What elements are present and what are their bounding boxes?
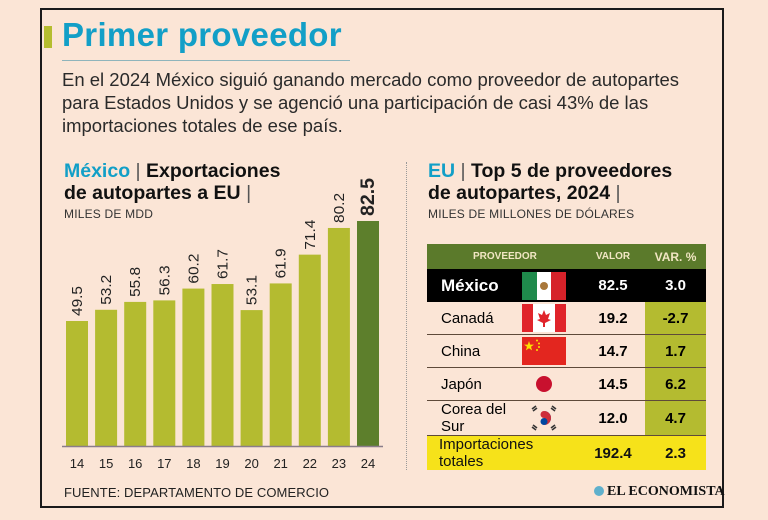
title-underline [62, 60, 350, 61]
bar-value-label: 53.2 [98, 275, 115, 305]
chart-subtitle: MILES DE MDD [64, 207, 154, 221]
south-korea-flag-icon [522, 404, 566, 432]
total-label: Importaciones totales [427, 435, 581, 470]
brand-logo: EL ECONOMISTA [594, 484, 725, 500]
x-tick-label: 16 [128, 456, 142, 471]
provider-value: 82.5 [581, 269, 645, 302]
total-value: 192.4 [581, 435, 645, 470]
bar-19 [211, 284, 234, 446]
bar-value-label: 56.3 [156, 265, 173, 295]
table-subtitle: MILES DE MILLONES DE DÓLARES [428, 207, 635, 221]
section-divider [406, 162, 407, 470]
table-row: México 82.5 3.0 [427, 269, 706, 302]
x-tick-label: 17 [157, 456, 171, 471]
canada-flag-icon [522, 304, 566, 332]
chart-title-highlight: México [64, 160, 131, 182]
title-separator: | [135, 160, 141, 182]
title-accent-bar [44, 26, 52, 48]
china-flag-icon [522, 337, 566, 365]
header-provider: PROVEEDOR [427, 244, 581, 269]
chart-title-line2: de autopartes a EU [64, 182, 241, 204]
table-title-highlight: EU [428, 160, 456, 182]
bar-18 [182, 288, 205, 446]
table-header-row: PROVEEDOR VALOR VAR. % [427, 244, 706, 269]
bar-value-label: 61.7 [215, 249, 232, 279]
table-title-line1: Top 5 de proveedores [471, 160, 673, 182]
bar-value-label: 49.5 [69, 286, 86, 316]
provider-name: México [427, 269, 507, 302]
x-tick-label: 21 [273, 456, 287, 471]
title-separator: | [460, 160, 466, 182]
source-note: FUENTE: DEPARTAMENTO DE COMERCIO [64, 485, 330, 500]
provider-value: 12.0 [581, 400, 645, 436]
japan-flag-icon [522, 370, 566, 398]
table-title-line2: de autopartes, 2024 [428, 182, 611, 204]
bar-value-label: 60.2 [185, 254, 202, 284]
header-value: VALOR [581, 244, 645, 269]
x-tick-label: 23 [332, 456, 346, 471]
bar-value-label: 71.4 [302, 220, 319, 250]
intro-paragraph: En el 2024 México siguió ganando mercado… [62, 69, 680, 136]
x-tick-label: 18 [186, 456, 200, 471]
bar-23 [327, 227, 350, 446]
provider-var: 6.2 [645, 367, 706, 401]
provider-name: Canadá [427, 302, 507, 335]
chart-title-line1: Exportaciones [146, 160, 281, 182]
header-var: VAR. % [645, 244, 706, 269]
table-row: China 14.7 1.7 [427, 334, 706, 368]
brand-name: EL ECONOMISTA [607, 484, 725, 499]
provider-var: 4.7 [645, 400, 706, 436]
bar-value-label: 61.9 [273, 248, 290, 278]
bar-value-label: 55.8 [127, 267, 144, 297]
provider-value: 14.5 [581, 367, 645, 401]
bar-15 [95, 309, 118, 446]
provider-name: China [427, 334, 507, 368]
bar-21 [269, 283, 292, 446]
bar-14 [66, 321, 88, 446]
mexico-flag-icon [522, 271, 566, 300]
provider-value: 19.2 [581, 302, 645, 335]
title-separator: | [615, 182, 621, 204]
x-tick-label: 20 [244, 456, 258, 471]
brand-globe-icon [594, 486, 604, 496]
provider-name: Japón [427, 367, 507, 401]
chart-title: México | Exportaciones de autopartes a E… [64, 160, 280, 204]
bar-16 [124, 301, 147, 446]
bar-17 [153, 300, 176, 446]
provider-name: Corea del Sur [427, 400, 507, 436]
total-var: 2.3 [645, 435, 706, 470]
suppliers-table: PROVEEDOR VALOR VAR. % México 82.5 3.0 Cana… [427, 244, 706, 470]
table-row: Canadá 19.2 -2.7 [427, 302, 706, 335]
bar-value-label: 82.5 [358, 178, 379, 216]
x-tick-label: 14 [70, 456, 84, 471]
bar-24 [357, 221, 379, 446]
title-separator: | [246, 182, 252, 204]
provider-var: -2.7 [645, 302, 706, 335]
table-total-row: Importaciones totales 192.4 2.3 [427, 435, 706, 470]
provider-value: 14.7 [581, 334, 645, 368]
table-title: EU | Top 5 de proveedores de autopartes,… [428, 160, 672, 204]
bar-value-label: 53.1 [244, 275, 261, 305]
x-tick-label: 15 [99, 456, 113, 471]
bar-value-label: 80.2 [331, 193, 348, 223]
x-tick-label: 19 [215, 456, 229, 471]
provider-var: 1.7 [645, 334, 706, 368]
table-row: Corea del Sur 12.0 4.7 [427, 400, 706, 436]
provider-var: 3.0 [645, 269, 706, 302]
bar-22 [298, 254, 321, 446]
x-tick-label: 22 [303, 456, 317, 471]
table-row: Japón 14.5 6.2 [427, 367, 706, 401]
x-tick-label: 24 [361, 456, 375, 471]
page-title: Primer proveedor [62, 16, 342, 53]
bar-20 [240, 310, 263, 446]
